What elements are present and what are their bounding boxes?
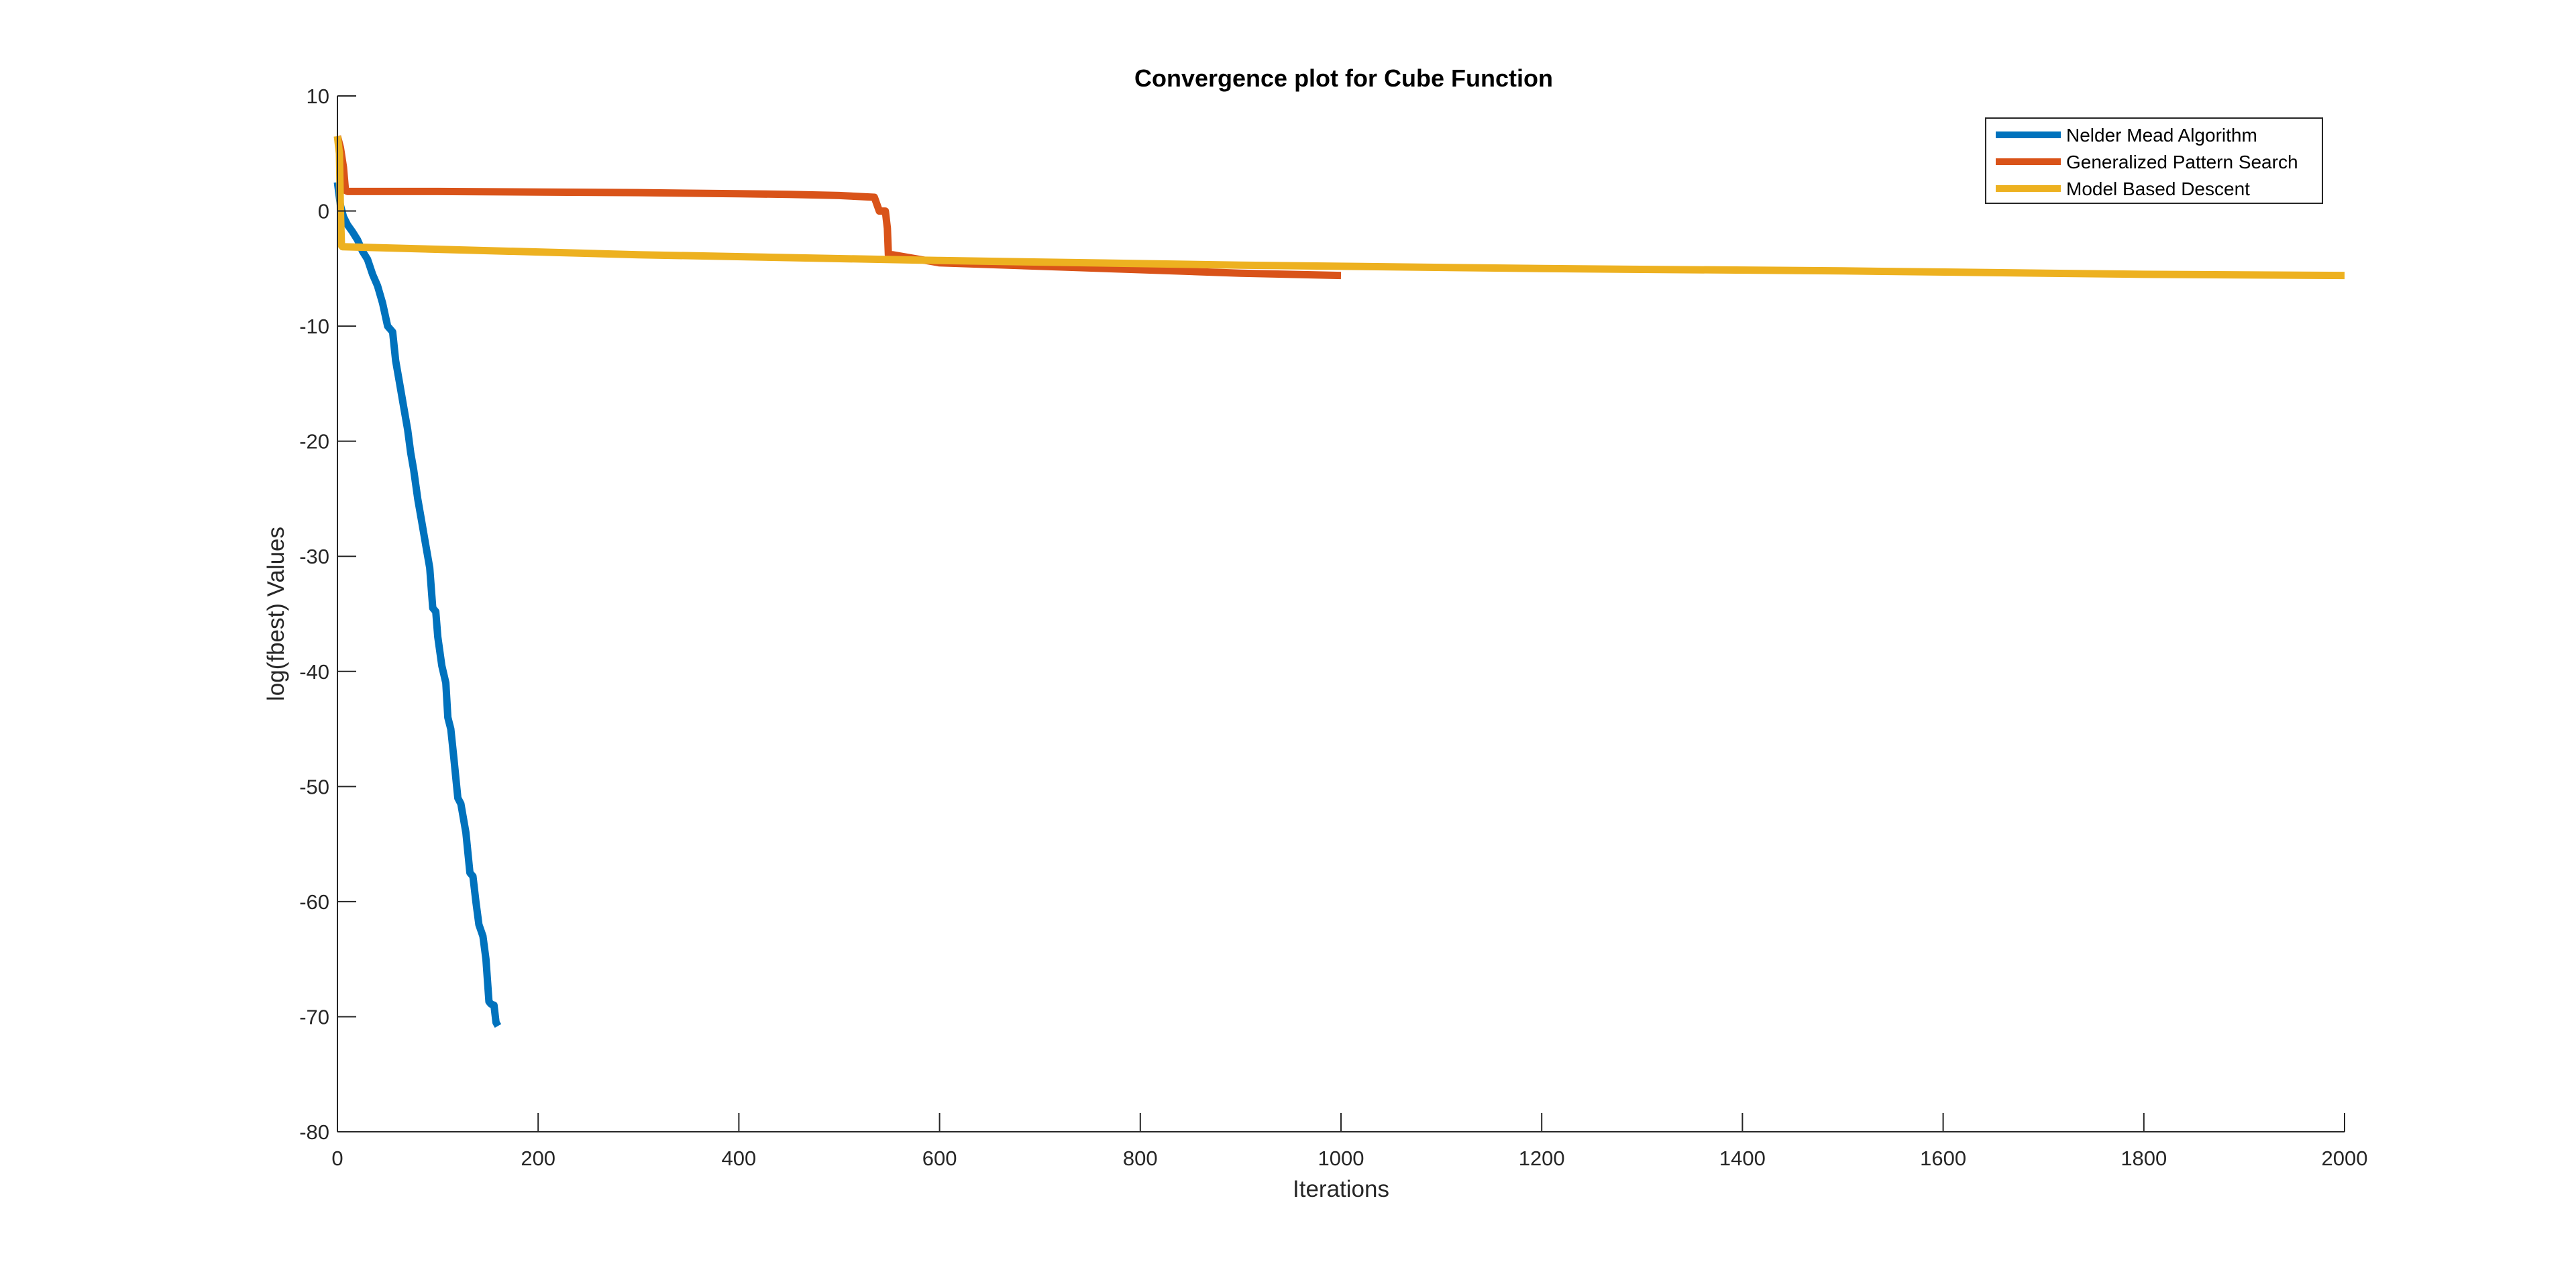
y-tick-label: -60	[299, 890, 329, 914]
legend-label-model-based-descent: Model Based Descent	[2066, 178, 2250, 199]
legend: Nelder Mead Algorithm Generalized Pattern…	[1985, 117, 2323, 204]
legend-entries: Nelder Mead Algorithm Generalized Pattern…	[1996, 125, 2298, 199]
y-tick-label: -10	[299, 315, 329, 338]
y-tick-label: 10	[307, 85, 329, 108]
series-line-nelder-mead-algorithm	[333, 181, 502, 1028]
x-tick-label: 1200	[1519, 1147, 1565, 1170]
x-tick-label: 400	[722, 1147, 757, 1170]
y-tick-label: -40	[299, 660, 329, 684]
legend-label-nelder-mead-algorithm: Nelder Mead Algorithm	[2066, 125, 2257, 146]
x-tick-label: 800	[1123, 1147, 1158, 1170]
x-tick-label: 1400	[1719, 1147, 1766, 1170]
legend-label-generalized-pattern-search: Generalized Pattern Search	[2066, 152, 2298, 172]
y-tick-label: -50	[299, 775, 329, 798]
y-axis-label: log(fbest) Values	[263, 527, 289, 701]
x-tick-label: 0	[331, 1147, 343, 1170]
x-tick-label: 1800	[2121, 1147, 2167, 1170]
x-tick-label: 1000	[1318, 1147, 1364, 1170]
y-tick-label: 0	[318, 200, 329, 223]
x-axis-label: Iterations	[1293, 1176, 1389, 1202]
x-tick-label: 1600	[1920, 1147, 1966, 1170]
y-tick-label: -30	[299, 545, 329, 568]
y-tick-label: -20	[299, 430, 329, 454]
x-tick-label: 600	[922, 1147, 957, 1170]
y-tick-label: -70	[299, 1005, 329, 1028]
plot-lines	[333, 135, 2345, 1028]
chart-title: Convergence plot for Cube Function	[1134, 64, 1553, 92]
y-tick-label: -80	[299, 1120, 329, 1144]
x-tick-label: 2000	[2322, 1147, 2368, 1170]
x-tick-label: 200	[521, 1147, 555, 1170]
y-ticks: 10 0 -10 -20 -30 -40 -50 -60 -70 -80	[299, 85, 356, 1144]
x-ticks: 0 200 400 600 800 1000 1200 1400 1600 1800 2000	[331, 1113, 2367, 1170]
series-line-model-based-descent	[333, 136, 2345, 280]
